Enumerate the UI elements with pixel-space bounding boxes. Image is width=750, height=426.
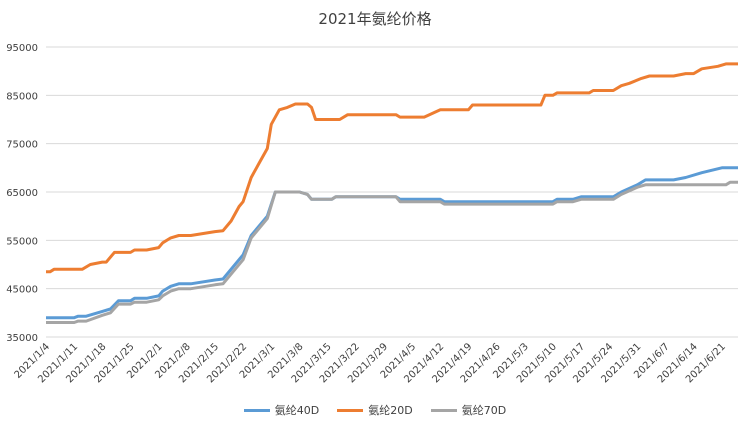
legend-item-1: 氨纶20D (337, 402, 413, 418)
series-line-2 (46, 180, 738, 324)
legend-item-0: 氨纶40D (243, 402, 320, 418)
chart-title: 2021年氨纶价格 (318, 10, 432, 28)
y-tick-label: 45000 (6, 285, 38, 296)
y-tick-label: 65000 (6, 188, 38, 199)
legend-label: 氨纶40D (274, 404, 320, 417)
series-line-0 (46, 166, 738, 320)
y-tick-label: 85000 (6, 91, 38, 102)
y-tick-label: 35000 (6, 333, 38, 344)
legend: 氨纶40D 氨纶20D 氨纶70D (0, 402, 750, 418)
y-tick-label: 95000 (6, 43, 38, 54)
legend-label: 氨纶70D (461, 404, 507, 417)
legend-swatch (430, 408, 457, 412)
legend-swatch (243, 408, 270, 412)
legend-swatch (337, 408, 364, 412)
y-tick-label: 75000 (6, 140, 38, 151)
legend-item-2: 氨纶70D (430, 402, 507, 418)
legend-label: 氨纶20D (368, 404, 413, 417)
series-line-1 (46, 62, 738, 274)
y-tick-label: 55000 (6, 236, 38, 247)
